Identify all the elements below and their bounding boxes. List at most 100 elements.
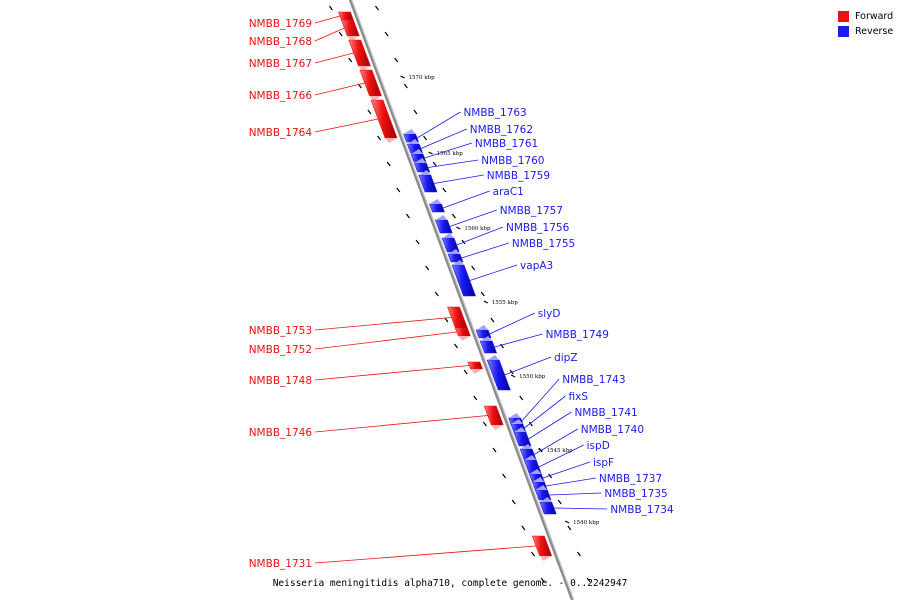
forward-gene-label-nmbb_1768-leader	[314, 27, 345, 42]
reverse-gene-dipz-cap	[487, 355, 500, 360]
minor-tick-right	[576, 551, 581, 557]
minor-tick-left	[454, 343, 458, 349]
kbp-tick-label: 1560 kbp	[464, 226, 491, 232]
forward-gene-nmbb_1752[interactable]	[454, 327, 471, 341]
reverse-gene-nmbb_1741[interactable]	[513, 427, 532, 447]
reverse-gene-nmbb_1763-cap	[403, 129, 416, 134]
minor-tick-left	[521, 525, 526, 531]
minor-tick-left	[530, 551, 535, 557]
forward-gene-label-nmbb_1746: NMBB_1746	[249, 427, 313, 439]
reverse-gene-label-nmbb_1741-leader	[528, 411, 572, 440]
kbp-tick-label: 1545 kbp	[547, 448, 574, 454]
reverse-gene-nmbb_1749[interactable]	[479, 336, 498, 354]
forward-gene-label-nmbb_1731-leader	[314, 545, 537, 564]
reverse-gene-ispd-cap	[524, 455, 537, 460]
minor-tick-right	[442, 187, 447, 193]
reverse-gene-nmbb_1734[interactable]	[539, 497, 557, 515]
minor-tick-left	[377, 135, 382, 141]
reverse-gene-label-ispf: ispF	[593, 457, 614, 469]
reverse-gene-arac1[interactable]	[429, 199, 445, 213]
kbp-tick-label: 1550 kbp	[519, 374, 546, 380]
minor-tick-right	[471, 265, 476, 271]
reverse-gene-label-nmbb_1760: NMBB_1760	[481, 155, 544, 167]
backbone-shadow	[350, 0, 575, 600]
forward-gene-nmbb_1752-cap	[458, 336, 471, 341]
forward-gene-nmbb_1768[interactable]	[340, 19, 360, 41]
reverse-gene-nmbb_1756[interactable]	[441, 233, 460, 253]
reverse-gene-slyd[interactable]	[475, 325, 492, 339]
reverse-gene-nmbb_1761-cap	[410, 149, 423, 154]
reverse-gene-label-ispd-leader	[538, 444, 584, 468]
legend: Forward Reverse	[838, 9, 893, 39]
forward-gene-label-nmbb_1748-leader	[314, 365, 470, 381]
major-tick	[510, 374, 516, 378]
minor-tick-right	[557, 499, 562, 505]
reverse-gene-label-fixs: fixS	[569, 391, 589, 403]
minor-tick-right	[413, 109, 418, 115]
reverse-gene-nmbb_1760[interactable]	[413, 158, 431, 173]
major-tick	[456, 226, 461, 230]
forward-gene-label-nmbb_1764-leader	[314, 118, 379, 133]
reverse-gene-nmbb_1755-cap	[447, 249, 460, 254]
minor-tick-right	[500, 343, 504, 349]
forward-gene-label-nmbb_1752: NMBB_1752	[249, 344, 312, 356]
reverse-gene-vapa3[interactable]	[451, 260, 476, 297]
minor-tick-right	[528, 421, 533, 427]
reverse-gene-nmbb_1757-cap	[435, 215, 448, 220]
minor-tick-left	[473, 395, 478, 401]
forward-gene-label-nmbb_1769: NMBB_1769	[249, 18, 312, 30]
reverse-gene-label-nmbb_1735-leader	[549, 492, 602, 496]
reverse-gene-label-nmbb_1759-leader	[433, 174, 484, 184]
minor-tick-left	[540, 577, 545, 583]
forward-gene-nmbb_1731[interactable]	[531, 535, 553, 561]
minor-tick-right	[384, 31, 389, 37]
reverse-gene-label-vapa3-leader	[469, 264, 518, 281]
reverse-gene-nmbb_1757[interactable]	[434, 215, 453, 234]
major-tick	[564, 520, 570, 524]
reverse-gene-slyd-cap	[476, 325, 489, 330]
minor-tick-right	[374, 5, 379, 11]
minor-tick-left	[463, 369, 468, 375]
reverse-gene-nmbb_1741-cap	[513, 427, 526, 432]
reverse-gene-dipz[interactable]	[486, 355, 511, 391]
reverse-gene-label-nmbb_1749: NMBB_1749	[546, 329, 609, 341]
reverse-gene-label-nmbb_1757-leader	[449, 209, 497, 227]
reverse-gene-label-arac1: araC1	[493, 186, 524, 198]
minor-tick-right	[586, 577, 591, 583]
minor-tick-right	[432, 161, 437, 167]
legend-label-forward: Forward	[855, 11, 894, 22]
reverse-gene-nmbb_1755[interactable]	[447, 249, 464, 263]
minor-tick-right	[451, 213, 456, 219]
reverse-gene-label-nmbb_1761: NMBB_1761	[475, 138, 538, 150]
minor-tick-left	[511, 499, 516, 505]
reverse-gene-label-arac1-leader	[442, 190, 490, 209]
reverse-gene-label-nmbb_1763-leader	[416, 111, 461, 139]
map-caption: Neisseria meningitidis alpha710, complet…	[272, 578, 628, 589]
forward-gene-nmbb_1746[interactable]	[483, 405, 504, 430]
forward-gene-label-nmbb_1731: NMBB_1731	[249, 558, 312, 570]
minor-tick-left	[348, 57, 353, 63]
reverse-gene-label-nmbb_1735: NMBB_1735	[604, 488, 667, 500]
reverse-gene-label-nmbb_1757: NMBB_1757	[500, 205, 563, 217]
forward-gene-nmbb_1764[interactable]	[370, 99, 398, 143]
reverse-gene-label-nmbb_1740-leader	[533, 428, 578, 455]
reverse-gene-fixs-cap	[510, 419, 523, 424]
reverse-gene-nmbb_1737-cap	[532, 477, 545, 482]
kbp-tick-label: 1570 kbp	[408, 75, 435, 81]
forward-gene-nmbb_1752-body	[454, 327, 471, 337]
reverse-gene-nmbb_1759[interactable]	[418, 170, 438, 193]
major-tick	[483, 300, 489, 304]
reverse-gene-label-nmbb_1763: NMBB_1763	[463, 107, 526, 119]
major-tick	[538, 448, 543, 452]
forward-gene-label-nmbb_1768: NMBB_1768	[249, 36, 312, 48]
reverse-gene-nmbb_1763[interactable]	[403, 129, 419, 143]
reverse-gene-label-nmbb_1734: NMBB_1734	[610, 504, 674, 516]
reverse-gene-slyd-body	[475, 329, 492, 339]
forward-gene-nmbb_1748[interactable]	[467, 361, 483, 374]
reverse-gene-label-nmbb_1734-leader	[553, 507, 608, 510]
minor-tick-right	[567, 525, 572, 531]
minor-tick-left	[482, 421, 487, 427]
reverse-gene-label-vapa3: vapA3	[520, 260, 553, 272]
reverse-gene-label-dipz: dipZ	[554, 352, 577, 364]
reverse-gene-nmbb_1740-cap	[520, 444, 533, 449]
